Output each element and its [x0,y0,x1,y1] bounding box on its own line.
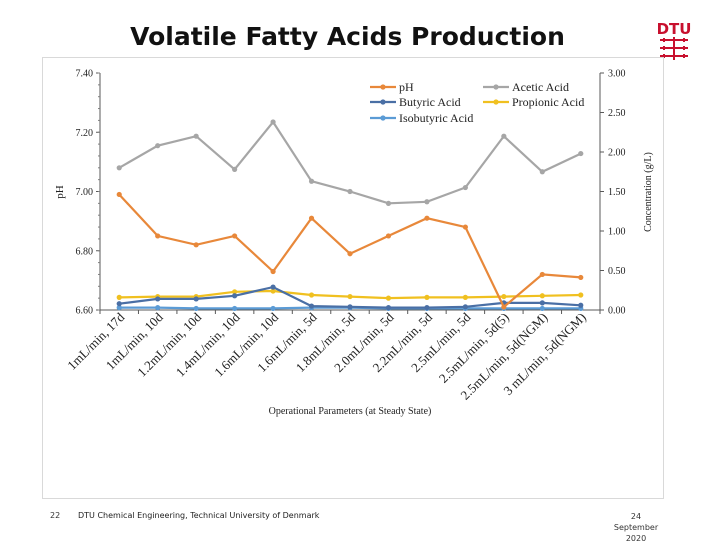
data-point-propionic-acid [232,289,238,295]
data-point-acetic-acid [193,133,199,139]
legend-marker-butyric-acid [380,99,386,105]
right-tick-label: 0.50 [608,266,626,277]
right-tick-label: 1.50 [608,187,626,198]
data-point-ph [539,271,545,278]
data-point-ph [347,251,353,257]
data-point-propionic-acid [116,294,122,300]
data-point-ph [578,274,584,281]
legend-marker-propionic-acid [493,99,499,105]
data-point-acetic-acid [424,199,430,205]
data-point-ph [270,268,276,275]
data-point-acetic-acid [385,200,392,206]
data-point-acetic-acid [539,169,545,175]
data-point-butyric-acid [424,305,430,311]
logo-text: DTU [657,20,692,38]
data-point-ph [462,224,468,230]
data-point-butyric-acid [116,301,122,307]
data-point-acetic-acid [232,166,238,172]
data-point-acetic-acid [270,119,276,125]
data-point-propionic-acid [578,292,584,298]
data-point-ph [116,191,122,198]
legend-label-ph: pH [399,80,414,94]
chart-labels: 6.60 6.80 7.00 7.20 7.40 0.00 0.50 1.00 1.50 2.00… [54,69,654,418]
left-tick-label: 6.80 [76,246,94,257]
legend-label-acetic-acid: Acetic Acid [512,80,569,94]
legend-label-butyric-acid: Butyric Acid [399,95,461,109]
data-point-butyric-acid [347,304,353,310]
data-point-acetic-acid [116,165,122,171]
data-point-propionic-acid [424,294,430,300]
data-point-acetic-acid [308,178,315,184]
footer-date-month: September [613,523,659,532]
chart-frame [42,57,664,499]
data-point-ph [385,233,392,239]
data-point-butyric-acid [193,296,199,302]
data-point-butyric-acid [578,302,584,308]
legend-marker-isobutyric-acid [380,115,386,121]
data-point-acetic-acid [501,133,507,139]
dtu-logo: DTU [657,20,692,60]
data-point-isobutyric-acid [116,305,122,311]
chart-axes [96,72,604,314]
data-point-ph [155,233,161,239]
x-axis-title: Operational Parameters (at Steady State) [269,406,432,417]
left-tick-label: 6.60 [76,306,94,317]
chart-legend: pH Acetic Acid Butyric Acid Propionic Acid I… [370,80,584,125]
data-point-acetic-acid [578,150,584,157]
data-point-isobutyric-acid [270,305,276,312]
right-tick-label: 1.00 [608,227,626,238]
legend-marker-acetic-acid [493,84,499,90]
data-point-isobutyric-acid [193,305,199,312]
slide-number: 22 [50,511,61,520]
right-tick-label: 2.00 [608,148,626,159]
slide-title: Volatile Fatty Acids Production [130,22,565,51]
data-point-butyric-acid [232,293,238,299]
footer-date: 24 September 2020 [596,511,676,544]
legend-marker-ph [380,84,386,90]
footer-date-year: 2020 [625,534,647,543]
data-point-ph [501,304,507,310]
data-point-butyric-acid [155,296,161,302]
data-point-isobutyric-acid [232,305,238,312]
data-point-butyric-acid [270,284,276,290]
data-point-isobutyric-acid [539,305,545,312]
footer-date-day: 24 [630,512,642,521]
data-point-isobutyric-acid [155,305,161,311]
left-tick-label: 7.00 [76,187,94,198]
right-tick-label: 0.00 [608,306,626,317]
series-line-ph [118,193,581,309]
chart-series [116,119,584,312]
data-point-butyric-acid [462,304,468,310]
left-tick-label: 7.40 [76,69,94,80]
data-point-ph [232,233,238,239]
data-point-ph [193,242,199,248]
right-axis-title: Concentration (g/L) [643,152,654,232]
data-point-propionic-acid [462,294,468,300]
data-point-propionic-acid [270,288,276,294]
data-point-acetic-acid [155,143,161,149]
footer-institution: DTU Chemical Engineering, Technical Univ… [78,511,320,520]
data-point-butyric-acid [539,300,545,306]
left-tick-label: 7.20 [76,128,94,139]
right-tick-label: 3.00 [608,69,626,80]
data-point-butyric-acid [308,303,315,309]
data-point-propionic-acid [308,292,315,298]
legend-label-isobutyric-acid: Isobutyric Acid [399,111,473,125]
data-point-butyric-acid [385,305,392,311]
data-point-acetic-acid [462,184,468,191]
data-point-acetic-acid [347,188,353,195]
data-point-propionic-acid [385,295,392,301]
data-point-ph [308,215,315,221]
data-point-propionic-acid [347,293,353,300]
data-point-propionic-acid [501,293,507,300]
data-point-propionic-acid [539,293,545,299]
left-axis-title: pH [54,185,66,199]
data-point-ph [424,215,430,221]
legend-label-propionic-acid: Propionic Acid [512,95,584,109]
right-tick-label: 2.50 [608,108,626,119]
